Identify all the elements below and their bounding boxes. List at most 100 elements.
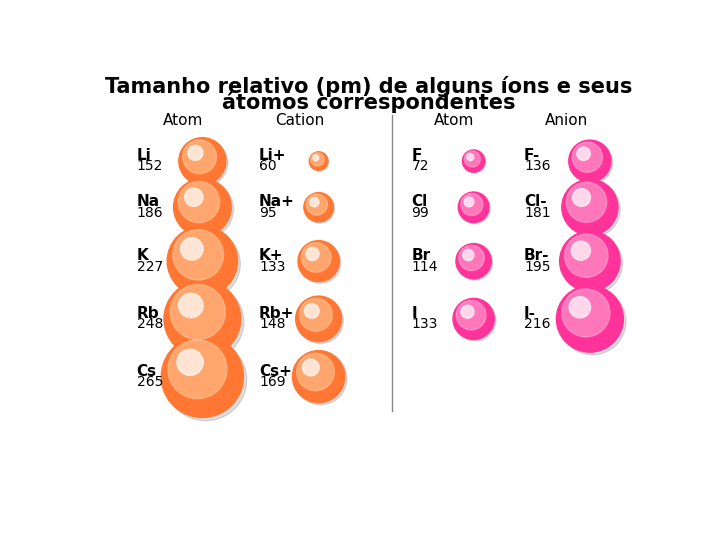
Circle shape [456, 300, 486, 330]
Circle shape [453, 299, 494, 339]
Circle shape [310, 198, 319, 207]
Text: Cs+: Cs+ [259, 364, 292, 379]
Circle shape [559, 231, 620, 291]
Text: Na+: Na+ [259, 194, 294, 210]
Text: I: I [412, 306, 418, 321]
Circle shape [569, 140, 611, 182]
Circle shape [300, 299, 333, 331]
Text: F-: F- [524, 148, 540, 163]
Text: 99: 99 [412, 206, 429, 220]
Circle shape [305, 194, 335, 223]
Circle shape [464, 151, 480, 167]
Circle shape [567, 182, 607, 222]
Circle shape [461, 193, 483, 215]
Circle shape [462, 150, 485, 172]
Text: F: F [412, 148, 422, 163]
Text: 148: 148 [259, 318, 285, 332]
Text: 195: 195 [524, 260, 551, 274]
Circle shape [564, 234, 608, 278]
Circle shape [306, 194, 328, 215]
Circle shape [557, 286, 624, 352]
Text: I-: I- [524, 306, 536, 321]
Text: 169: 169 [259, 375, 286, 389]
Circle shape [463, 249, 474, 261]
Circle shape [305, 303, 319, 318]
Circle shape [296, 296, 341, 342]
Text: K+: K+ [259, 248, 284, 264]
Text: Rb: Rb [137, 306, 159, 321]
Circle shape [311, 153, 324, 166]
Circle shape [562, 233, 623, 294]
Circle shape [562, 179, 618, 235]
Text: Atom: Atom [434, 113, 474, 128]
Circle shape [174, 179, 231, 236]
Circle shape [577, 147, 590, 160]
Text: 186: 186 [137, 206, 163, 220]
Circle shape [459, 193, 490, 224]
Circle shape [457, 245, 492, 280]
Circle shape [459, 245, 485, 271]
Circle shape [310, 152, 328, 170]
Text: Anion: Anion [545, 113, 588, 128]
Circle shape [562, 289, 610, 337]
Circle shape [313, 155, 319, 161]
Text: Rb+: Rb+ [259, 306, 294, 321]
Circle shape [456, 244, 491, 279]
Text: 227: 227 [137, 260, 163, 274]
Circle shape [170, 229, 240, 299]
Circle shape [167, 284, 244, 360]
Circle shape [297, 353, 334, 391]
Text: Br: Br [412, 248, 431, 264]
Circle shape [559, 288, 626, 355]
Text: Cs: Cs [137, 364, 157, 379]
Text: 152: 152 [137, 159, 163, 173]
Circle shape [464, 197, 474, 207]
Circle shape [302, 359, 319, 376]
Circle shape [178, 181, 220, 222]
Circle shape [564, 181, 620, 238]
Circle shape [177, 349, 203, 375]
Circle shape [310, 152, 328, 171]
Circle shape [173, 230, 223, 280]
Circle shape [161, 336, 243, 417]
Text: 133: 133 [259, 260, 285, 274]
Text: Cl-: Cl- [524, 194, 546, 210]
Text: Br-: Br- [524, 248, 549, 264]
Text: Atom: Atom [163, 113, 203, 128]
Circle shape [298, 241, 339, 282]
Text: 60: 60 [259, 159, 276, 173]
Circle shape [570, 142, 613, 184]
Circle shape [188, 145, 203, 160]
Text: 265: 265 [137, 375, 163, 389]
Circle shape [454, 300, 496, 341]
Text: Li: Li [137, 148, 151, 163]
Text: K: K [137, 248, 148, 264]
Circle shape [184, 188, 203, 206]
Circle shape [572, 188, 590, 206]
Text: 216: 216 [524, 318, 551, 332]
Circle shape [297, 298, 343, 343]
Circle shape [181, 139, 228, 186]
Circle shape [301, 242, 331, 272]
Circle shape [467, 153, 474, 161]
Circle shape [179, 293, 203, 318]
Circle shape [300, 242, 341, 284]
Circle shape [458, 192, 489, 222]
Circle shape [294, 353, 347, 405]
Circle shape [181, 238, 203, 260]
Text: 114: 114 [412, 260, 438, 274]
Circle shape [304, 193, 333, 222]
Text: átomos correspondentes: átomos correspondentes [222, 92, 516, 113]
Text: Li+: Li+ [259, 148, 287, 163]
Circle shape [464, 151, 486, 173]
Text: 248: 248 [137, 318, 163, 332]
Circle shape [167, 226, 238, 296]
Text: 95: 95 [259, 206, 276, 220]
Text: Cl: Cl [412, 194, 428, 210]
Text: 181: 181 [524, 206, 551, 220]
Circle shape [168, 340, 227, 399]
Circle shape [165, 339, 247, 421]
Circle shape [176, 181, 233, 238]
Text: 72: 72 [412, 159, 429, 173]
Circle shape [461, 305, 474, 318]
